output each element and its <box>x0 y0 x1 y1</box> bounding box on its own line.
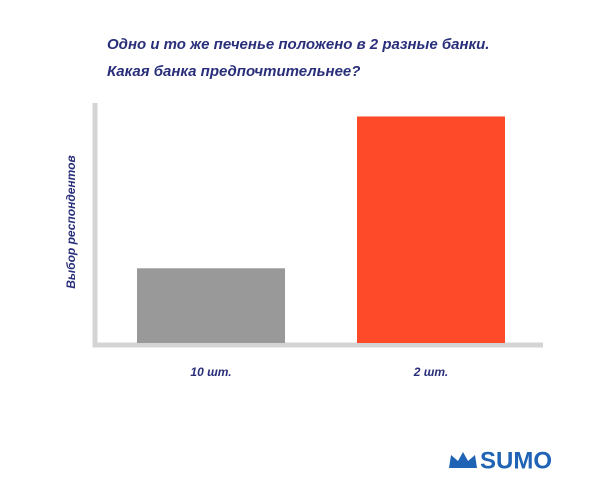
logo-icon <box>449 452 477 468</box>
logo: SUMO <box>449 447 552 474</box>
y-axis-label: Выбор респондентов <box>64 155 78 289</box>
chart-title: Какая банка предпочтительнее? <box>107 63 360 80</box>
bar <box>357 116 505 344</box>
logo-text: SUMO <box>480 447 552 474</box>
x-tick-label: 10 шт. <box>190 365 231 379</box>
bar <box>137 268 285 343</box>
chart-title: Одно и то же печенье положено в 2 разные… <box>107 36 489 53</box>
x-tick-label: 2 шт. <box>413 365 449 379</box>
